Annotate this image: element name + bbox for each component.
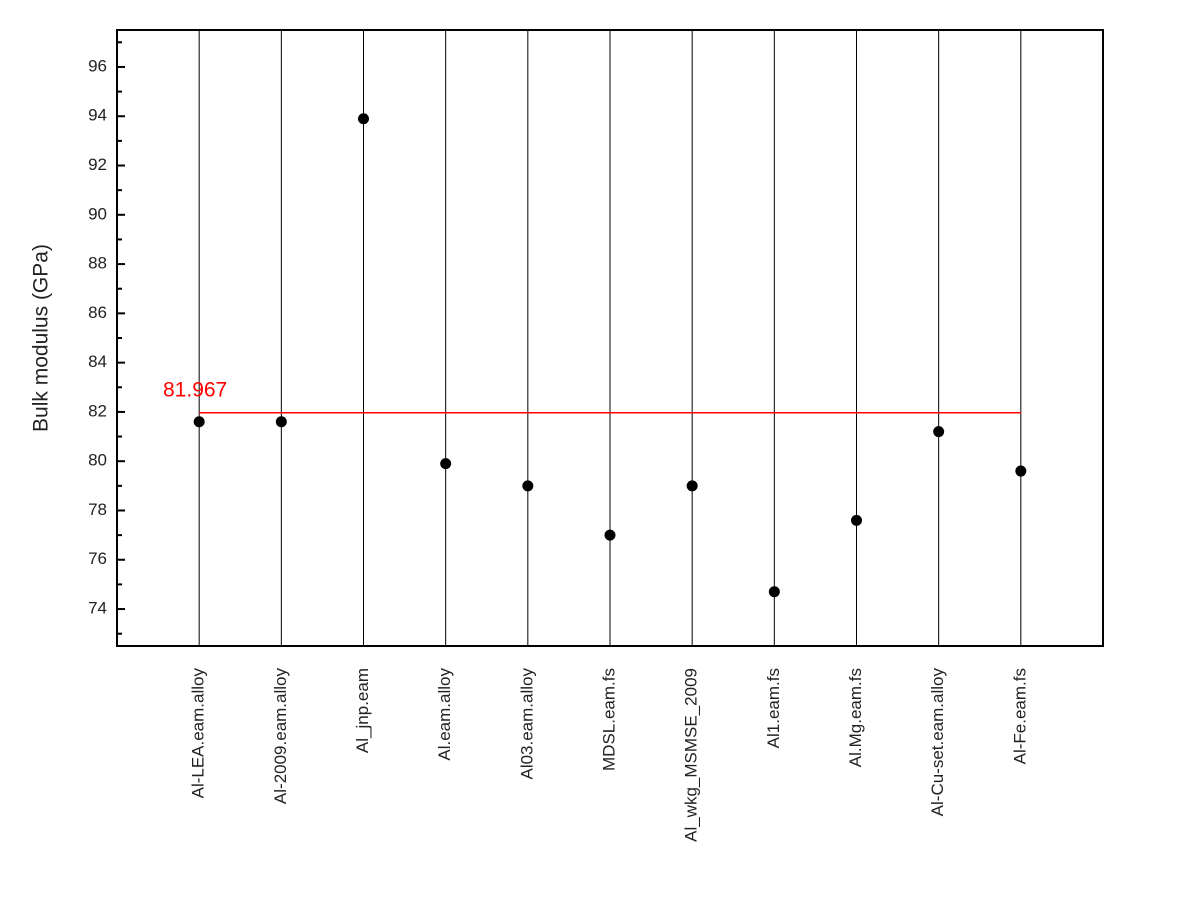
point [933, 426, 945, 438]
y-tick-label: 82 [88, 401, 107, 420]
point [1015, 465, 1027, 477]
y-tick-label: 76 [88, 549, 107, 568]
x-tick-label: Al_wkg_MSMSE_2009 [682, 668, 701, 842]
x-tick-label: Al.Mg.eam.fs [846, 668, 865, 767]
y-axis-label: Bulk modulus (GPa) [30, 244, 53, 432]
y-tick-label: 88 [88, 254, 107, 273]
x-tick-label: Al_jnp.eam [353, 668, 372, 753]
y-tick-label: 92 [88, 155, 107, 174]
point [193, 416, 205, 428]
x-tick-label: Al-Cu-set.eam.alloy [928, 668, 947, 817]
point [851, 514, 862, 526]
y-tick-label: 96 [88, 56, 107, 75]
point [604, 529, 616, 541]
reference-label: 81.967 [163, 378, 227, 401]
x-tick-label: Al.eam.alloy [435, 668, 454, 761]
x-tick-label: Al-2009.eam.alloy [271, 668, 290, 805]
x-tick-label: Al-LEA.eam.alloy [189, 668, 208, 799]
y-tick-label: 78 [88, 500, 107, 519]
y-tick-label: 74 [88, 599, 107, 618]
point [440, 458, 452, 470]
point [768, 586, 780, 598]
point [686, 480, 698, 492]
y-tick-label: 90 [88, 204, 107, 223]
x-tick-label: MDSL.eam.fs [599, 668, 618, 771]
x-tick-label: Al1.eam.fs [764, 668, 783, 748]
y-tick-label: 86 [88, 303, 107, 322]
x-tick-label: Al-Fe.eam.fs [1010, 668, 1029, 764]
point [358, 113, 369, 125]
point [275, 416, 287, 428]
y-tick-label: 94 [88, 106, 107, 125]
y-tick-label: 84 [88, 352, 107, 371]
y-tick-label: 80 [88, 451, 107, 470]
x-tick-label: Al03.eam.alloy [517, 668, 536, 780]
point [522, 480, 534, 492]
